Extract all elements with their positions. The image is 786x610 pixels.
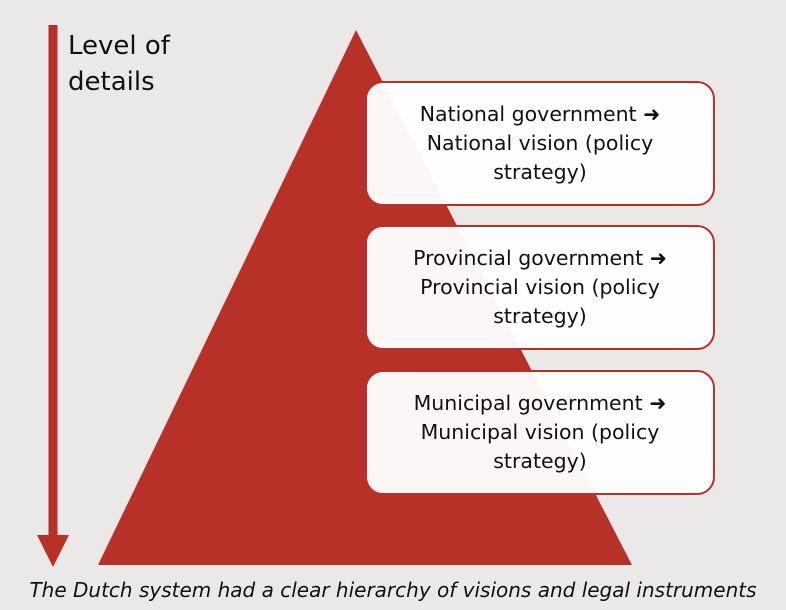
municipal-level-label: Municipal government ➜ Municipal vision …: [413, 391, 667, 473]
provincial-level-box: Provincial government ➜ Provincial visio…: [365, 225, 715, 350]
diagram-caption: The Dutch system had a clear hierarchy o…: [29, 578, 757, 602]
municipal-level-box: Municipal government ➜ Municipal vision …: [365, 370, 715, 495]
level-of-details-label: Level of details: [68, 31, 170, 97]
detail-arrow-head: [37, 535, 69, 567]
national-level-label: National government ➜ National vision (p…: [419, 102, 661, 184]
provincial-level-label: Provincial government ➜ Provincial visio…: [413, 246, 667, 328]
national-level-box: National government ➜ National vision (p…: [365, 81, 715, 206]
